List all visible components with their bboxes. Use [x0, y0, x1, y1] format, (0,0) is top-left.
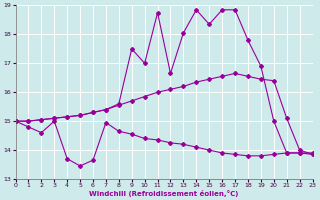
X-axis label: Windchill (Refroidissement éolien,°C): Windchill (Refroidissement éolien,°C): [89, 190, 239, 197]
